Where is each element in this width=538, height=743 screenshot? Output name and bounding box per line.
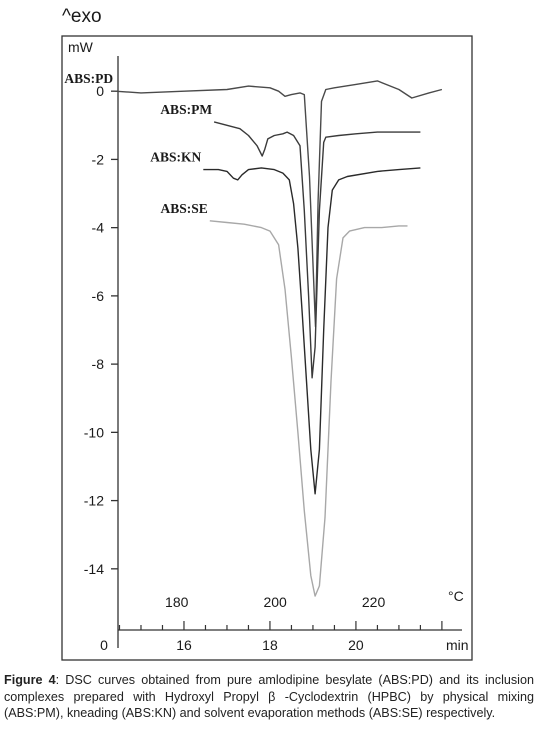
y-tick-label: -6	[92, 288, 105, 304]
x-time-tick-label: 18	[262, 637, 278, 653]
figure-caption-text: : DSC curves obtained from pure amlodipi…	[4, 673, 534, 720]
figure-label: Figure 4	[4, 673, 56, 687]
curve-label: ABS:PD	[64, 71, 113, 86]
y-axis-ticks: 0 -2 -4 -6 -8 -10 -12 -14	[84, 83, 118, 577]
y-tick-label: 0	[96, 83, 104, 99]
curve-label: ABS:SE	[160, 201, 207, 216]
x-temp-unit-label: °C	[448, 588, 464, 604]
curve-abs-pd	[115, 80, 443, 328]
plot-frame	[61, 35, 473, 661]
x-time-origin-label: 0	[100, 637, 108, 653]
curve-abs-pm	[213, 121, 421, 379]
x-temp-tick-label: 220	[362, 594, 386, 610]
y-tick-label: -14	[84, 561, 104, 577]
y-tick-label: -8	[92, 356, 105, 372]
curve-labels: ABS:PD ABS:PM ABS:KN ABS:SE	[64, 71, 212, 216]
curve-abs-kn	[203, 167, 421, 495]
curve-abs-se	[209, 220, 408, 597]
x-time-tick-label: 16	[176, 637, 192, 653]
x-time-tick-label: 20	[348, 637, 364, 653]
y-tick-label: -10	[84, 424, 104, 440]
curve-label: ABS:PM	[160, 102, 212, 117]
dsc-chart: ^exo mW 0-2-4-6-8-10-12-14 16 18 200 min180…	[61, 6, 473, 661]
exo-corner-label: ^exo	[62, 6, 102, 27]
y-tick-label: -4	[92, 220, 105, 236]
y-tick-label: -2	[92, 151, 105, 167]
y-tick-label: -12	[84, 493, 104, 509]
figure-caption: Figure 4: DSC curves obtained from pure …	[4, 672, 534, 722]
y-axis-unit-label: mW	[68, 39, 94, 55]
x-time-unit-label: min	[446, 637, 469, 653]
dsc-curves	[115, 80, 443, 597]
x-temp-tick-label: 200	[263, 594, 287, 610]
x-temp-tick-label: 180	[165, 594, 189, 610]
curve-label: ABS:KN	[150, 150, 201, 165]
